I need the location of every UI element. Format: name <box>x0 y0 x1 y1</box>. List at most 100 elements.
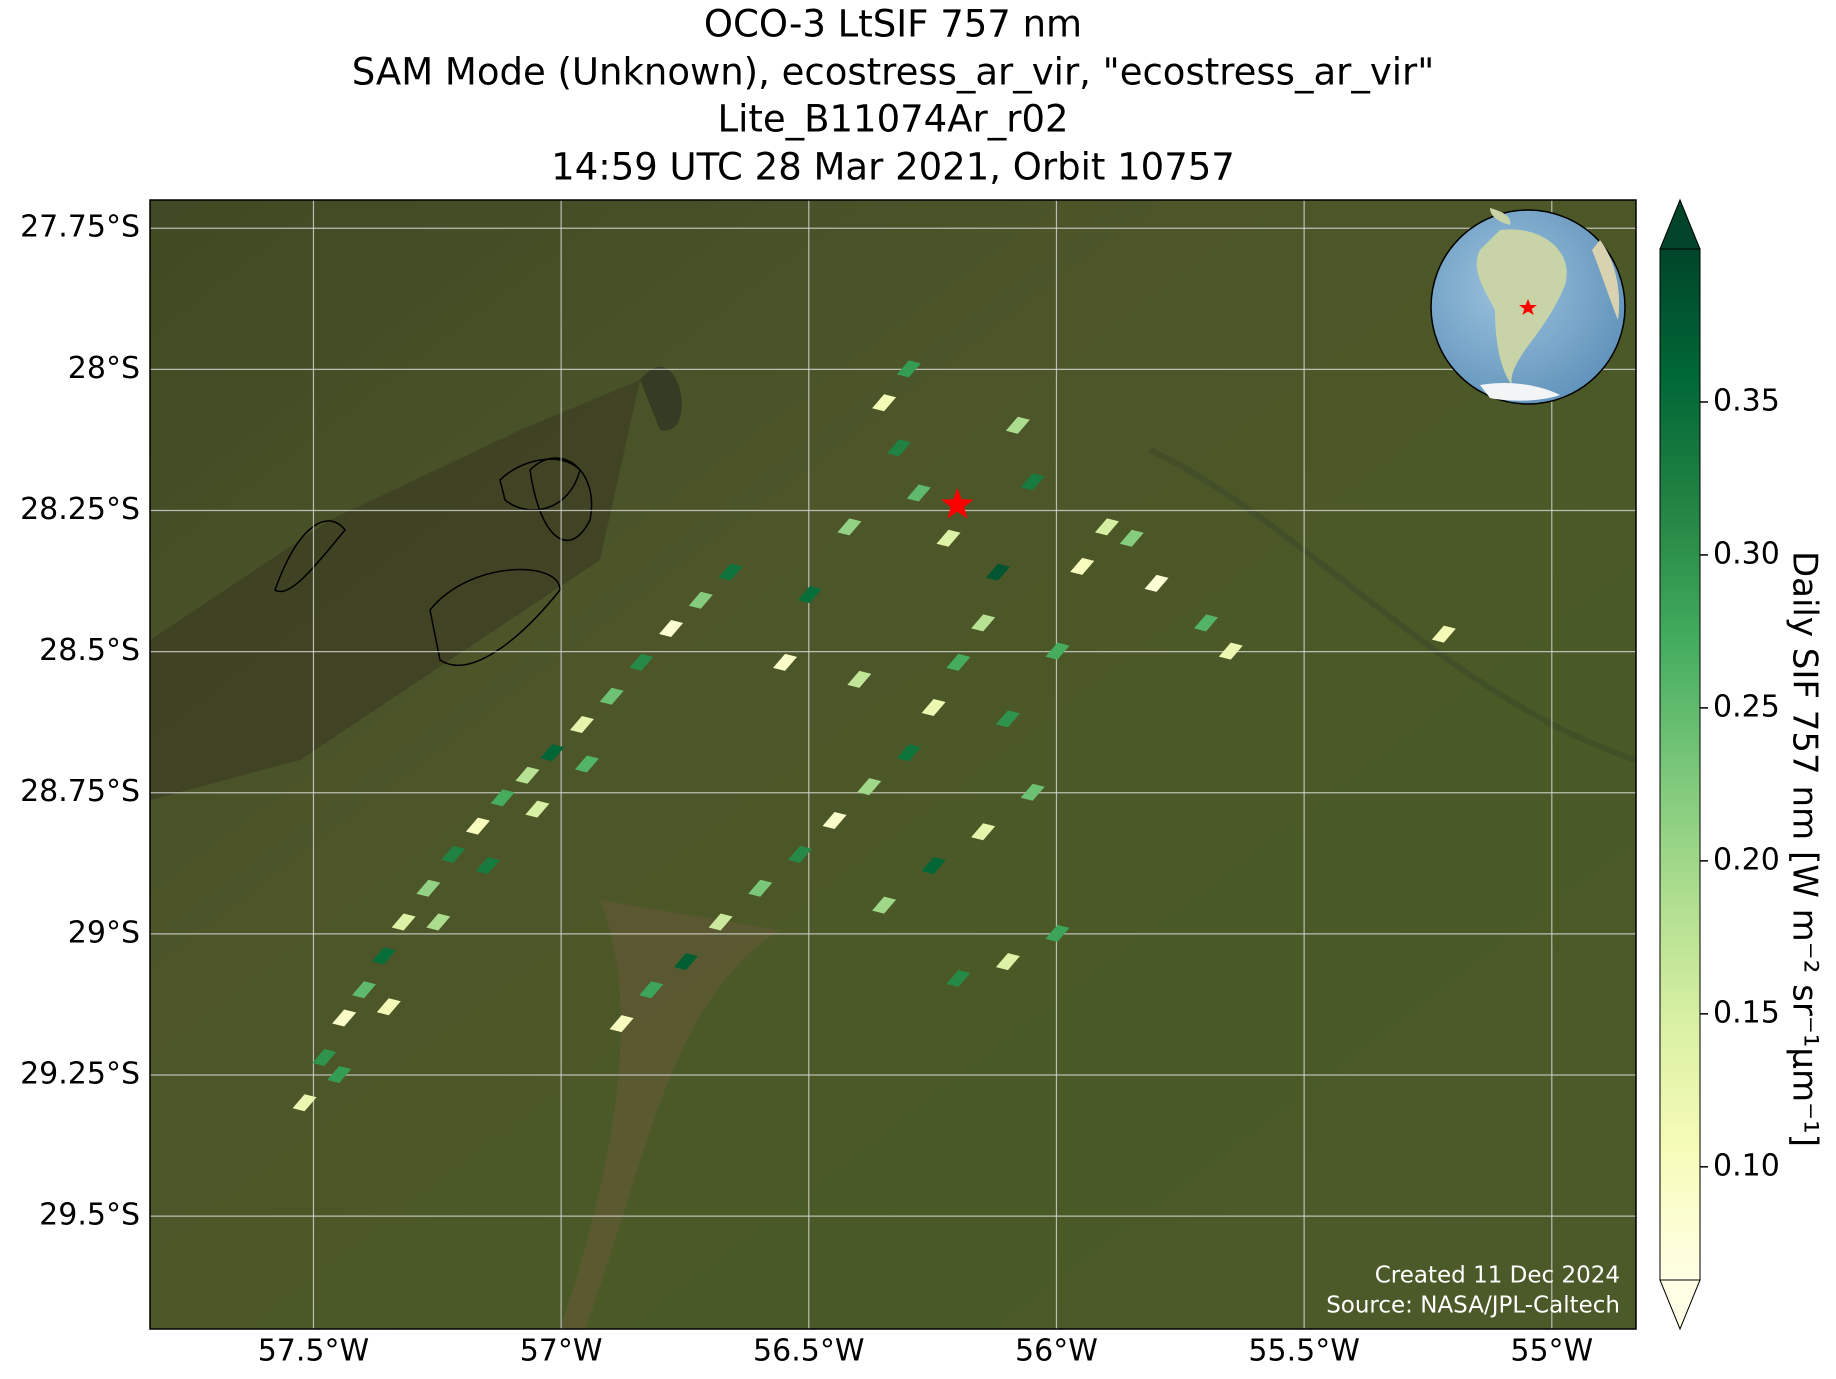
sif-cell <box>465 817 490 835</box>
sif-cell <box>1045 642 1070 660</box>
sif-cell <box>426 913 451 931</box>
sif-cell <box>718 563 743 581</box>
sif-cell <box>475 857 500 875</box>
cells <box>292 360 1456 1112</box>
sif-cell <box>376 998 401 1016</box>
y-tick-label: 27.75°S <box>20 210 140 245</box>
sif-cell <box>986 563 1011 581</box>
sif-cell <box>292 1094 317 1112</box>
sif-cell <box>351 981 376 999</box>
sif-cell <box>921 857 946 875</box>
sif-cell <box>906 484 931 502</box>
x-tick-label: 57°W <box>520 1334 603 1369</box>
sif-cell <box>896 360 921 378</box>
sif-cell <box>688 591 713 609</box>
sif-cell <box>936 529 961 547</box>
sif-cell <box>515 766 540 784</box>
x-tick-label: 55°W <box>1510 1334 1593 1369</box>
y-tick-label: 28.25°S <box>20 492 140 527</box>
sif-cell <box>921 699 946 717</box>
sif-cell <box>1020 783 1045 801</box>
sif-cell <box>822 811 847 829</box>
sif-cell <box>886 439 911 457</box>
sif-cell <box>416 879 441 897</box>
sif-cell <box>1045 924 1070 942</box>
y-tick-label: 29.5°S <box>39 1198 140 1233</box>
sif-cell <box>946 970 971 988</box>
sif-cell <box>708 913 733 931</box>
x-tick-label: 56°W <box>1015 1334 1098 1369</box>
y-tick-label: 29.25°S <box>20 1056 140 1091</box>
sif-cell <box>574 755 599 773</box>
colorbar-extend <box>1659 198 1701 250</box>
sif-cell <box>441 845 466 863</box>
sif-cell <box>1119 529 1144 547</box>
sif-cell <box>569 715 594 733</box>
sif-cell <box>639 981 664 999</box>
colorbar-tick-label: 0.20 <box>1713 842 1780 877</box>
globe-inset <box>1430 208 1626 405</box>
colorbar-tick-label: 0.35 <box>1713 383 1780 418</box>
title-line: OCO-3 LtSIF 757 nm <box>704 3 1082 46</box>
sif-cell <box>971 823 996 841</box>
x-tick-label: 55.5°W <box>1248 1334 1359 1369</box>
target-star <box>941 487 974 519</box>
colorbar-tick-label: 0.25 <box>1713 689 1780 724</box>
sif-cell <box>525 800 550 818</box>
sif-cell <box>773 653 798 671</box>
sif-cell <box>1431 625 1456 643</box>
sif-cell <box>540 744 565 762</box>
annotation: Created 11 Dec 2024 <box>1375 1263 1620 1289</box>
sif-cell <box>872 394 897 412</box>
sif-cell <box>332 1009 357 1027</box>
sif-cell <box>872 896 897 914</box>
sif-cell <box>1094 518 1119 536</box>
sif-cell <box>896 744 921 762</box>
sif-cell <box>327 1065 352 1083</box>
sif-cell <box>1194 614 1219 632</box>
colorbar-tick-label: 0.30 <box>1713 536 1780 571</box>
sif-cell <box>490 789 515 807</box>
sif-cell <box>609 1015 634 1033</box>
x-tick-label: 56.5°W <box>753 1334 864 1369</box>
colorbar-label: Daily SIF 757 nm [W m⁻² sr⁻¹μm⁻¹] <box>1785 551 1825 1147</box>
sif-cell <box>748 879 773 897</box>
plot-frame <box>149 199 1637 1330</box>
annotation: Source: NASA/JPL-Caltech <box>1326 1293 1620 1319</box>
map-background <box>150 200 1636 1329</box>
sif-cell <box>599 687 624 705</box>
y-tick-label: 28.75°S <box>20 774 140 809</box>
sif-cell <box>1144 574 1169 592</box>
sif-cell <box>312 1049 337 1067</box>
sif-cell <box>1070 557 1095 575</box>
title-line: 14:59 UTC 28 Mar 2021, Orbit 10757 <box>551 146 1235 189</box>
sif-cell <box>391 913 416 931</box>
grid <box>150 200 1636 1329</box>
y-tick-label: 28.5°S <box>39 633 140 668</box>
sif-cell <box>1020 473 1045 491</box>
sif-cell <box>857 778 882 796</box>
colorbar-tick-label: 0.15 <box>1713 995 1780 1030</box>
y-tick-label: 29°S <box>68 915 140 950</box>
sif-cell <box>837 518 862 536</box>
colorbar-tick-label: 0.10 <box>1713 1148 1780 1183</box>
sif-cell <box>1005 416 1030 434</box>
sif-cell <box>995 953 1020 971</box>
colorbar-scale <box>1659 248 1701 1281</box>
sif-cell <box>1218 642 1243 660</box>
colorbar-extend <box>1659 1279 1701 1331</box>
sif-cell <box>371 947 396 965</box>
sif-cell <box>946 653 971 671</box>
title-line: Lite_B11074Ar_r02 <box>717 98 1068 141</box>
y-tick-label: 28°S <box>68 351 140 386</box>
sif-cell <box>787 845 812 863</box>
sif-cell <box>797 586 822 604</box>
title-line: SAM Mode (Unknown), ecostress_ar_vir, "e… <box>352 51 1435 94</box>
sif-cell <box>847 670 872 688</box>
x-tick-label: 57.5°W <box>258 1334 369 1369</box>
colorbar: 0.10 0.15 0.20 0.25 0.30 0.35 <box>1659 198 1780 1331</box>
sif-cell <box>659 620 684 638</box>
sif-cell <box>971 614 996 632</box>
sif-cell <box>629 653 654 671</box>
